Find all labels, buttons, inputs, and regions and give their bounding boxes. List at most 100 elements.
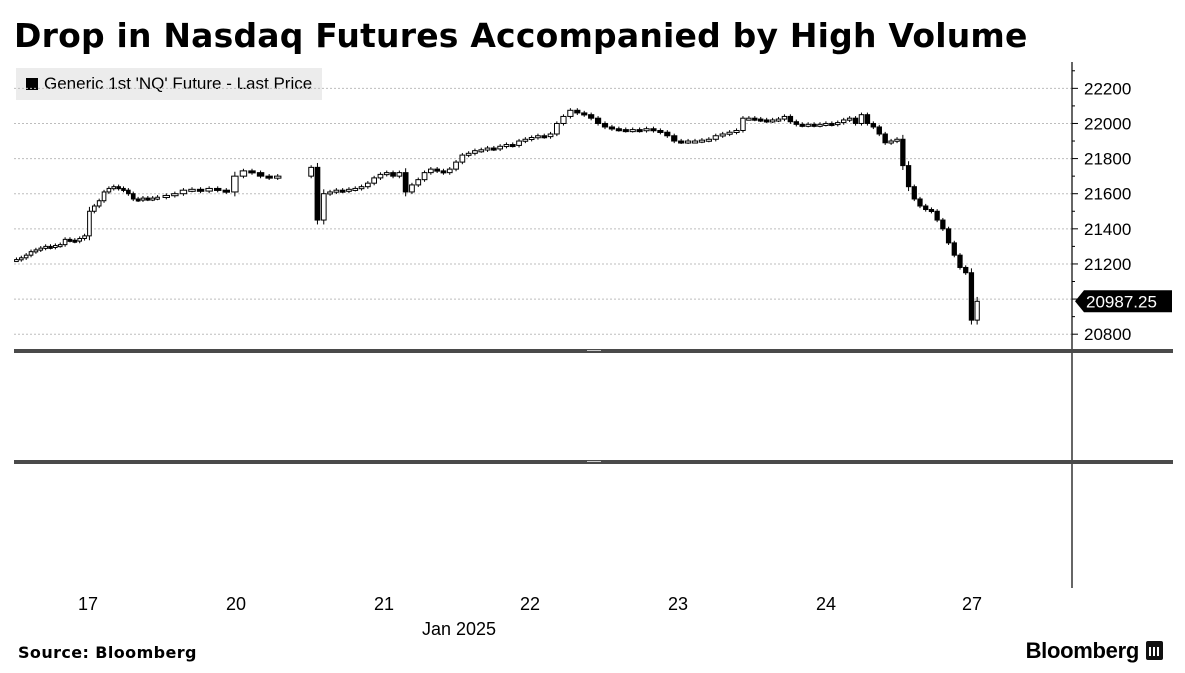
- candle-body: [383, 172, 390, 176]
- candles: [14, 108, 980, 325]
- candle-body: [53, 245, 58, 249]
- candle-body: [256, 172, 265, 177]
- candle-body: [434, 168, 441, 172]
- candle-body: [608, 126, 616, 130]
- candle-body: [497, 145, 504, 150]
- candle-body: [308, 166, 315, 177]
- candle-body: [691, 140, 699, 144]
- y-tick-label: 21600: [1084, 185, 1131, 204]
- candle-body: [698, 139, 706, 143]
- candle-body: [560, 115, 567, 124]
- candle-body: [57, 244, 63, 248]
- candle-body: [934, 210, 940, 221]
- candle-body: [274, 175, 282, 179]
- candle-body: [664, 131, 671, 137]
- candle-body: [222, 189, 230, 193]
- candle-body: [364, 182, 371, 188]
- x-tick-label: 21: [374, 594, 394, 614]
- candle-body: [705, 138, 712, 142]
- candle-body: [719, 133, 726, 137]
- candle-body: [817, 123, 823, 127]
- bloomberg-terminal-icon: [1146, 641, 1163, 660]
- candle-body: [911, 186, 917, 200]
- candle-body: [87, 210, 92, 237]
- candle-body: [18, 257, 24, 261]
- candle-body: [440, 170, 447, 174]
- candle-body: [135, 198, 141, 202]
- candle-body: [265, 175, 273, 179]
- candle-body: [415, 179, 422, 186]
- candle-body: [793, 121, 800, 125]
- candle-body: [752, 117, 758, 121]
- candle-body: [968, 272, 975, 321]
- candle-body: [377, 173, 384, 179]
- candle-body: [888, 140, 894, 144]
- y-tick-label: 21400: [1084, 220, 1131, 239]
- candle-body: [231, 175, 239, 193]
- candle-body: [62, 238, 68, 246]
- candle-body: [846, 117, 853, 121]
- candle-body: [126, 189, 131, 195]
- x-tick-label: 24: [816, 594, 836, 614]
- candle-body: [188, 188, 196, 192]
- x-axis-sublabel: Jan 2025: [422, 619, 496, 639]
- candle-body: [248, 170, 256, 174]
- candle-body: [945, 228, 952, 244]
- candle-body: [882, 133, 888, 144]
- candle-body: [196, 188, 205, 192]
- candle-body: [516, 140, 522, 146]
- x-tick-label: 22: [520, 594, 540, 614]
- candle-body: [14, 259, 19, 263]
- candle-body: [678, 140, 685, 144]
- candle-body: [111, 186, 117, 190]
- y-tick-label: 21800: [1084, 150, 1131, 169]
- candle-body: [852, 117, 859, 124]
- candle-body: [140, 197, 146, 201]
- candle-body: [733, 129, 740, 133]
- candle-body: [940, 219, 946, 230]
- candle-body: [28, 251, 34, 256]
- candle-body: [179, 189, 188, 195]
- y-tick-label: 22000: [1084, 114, 1131, 133]
- candle-body: [43, 245, 48, 249]
- candle-body: [629, 129, 636, 133]
- x-tick-label: 23: [668, 594, 688, 614]
- candle-body: [823, 122, 829, 126]
- y-tick-label: 21200: [1084, 255, 1131, 274]
- candle-body: [615, 128, 622, 132]
- candle-body: [963, 266, 969, 274]
- candle-body: [535, 135, 541, 139]
- candle-body: [371, 177, 378, 184]
- candle-body: [390, 172, 396, 177]
- candle-body: [121, 187, 126, 191]
- candle-body: [327, 191, 333, 195]
- candle-body: [453, 161, 459, 170]
- candle-body: [811, 123, 817, 127]
- candle-body: [352, 187, 359, 191]
- candle-body: [928, 209, 935, 213]
- candle-body: [358, 186, 365, 190]
- candle-body: [840, 119, 847, 124]
- candle-body: [740, 117, 746, 131]
- candle-body: [48, 245, 53, 249]
- candle-body: [145, 197, 151, 201]
- axes: [14, 62, 1173, 588]
- candle-body: [746, 117, 752, 121]
- candle-body: [870, 122, 877, 128]
- candle-body: [402, 172, 409, 193]
- candle-body: [622, 129, 629, 133]
- candle-body: [951, 242, 957, 256]
- candle-body: [205, 187, 213, 192]
- candle-body: [601, 122, 609, 128]
- candle-body: [671, 135, 678, 142]
- candle-body: [636, 129, 643, 133]
- candle-body: [82, 235, 87, 239]
- candle-body: [684, 140, 692, 144]
- candle-body: [339, 189, 346, 193]
- candle-body: [38, 247, 44, 251]
- candle-body: [799, 123, 805, 127]
- candle-body: [547, 133, 554, 138]
- candle-body: [775, 118, 782, 122]
- candle-body: [905, 165, 912, 188]
- x-tick-label: 17: [78, 594, 98, 614]
